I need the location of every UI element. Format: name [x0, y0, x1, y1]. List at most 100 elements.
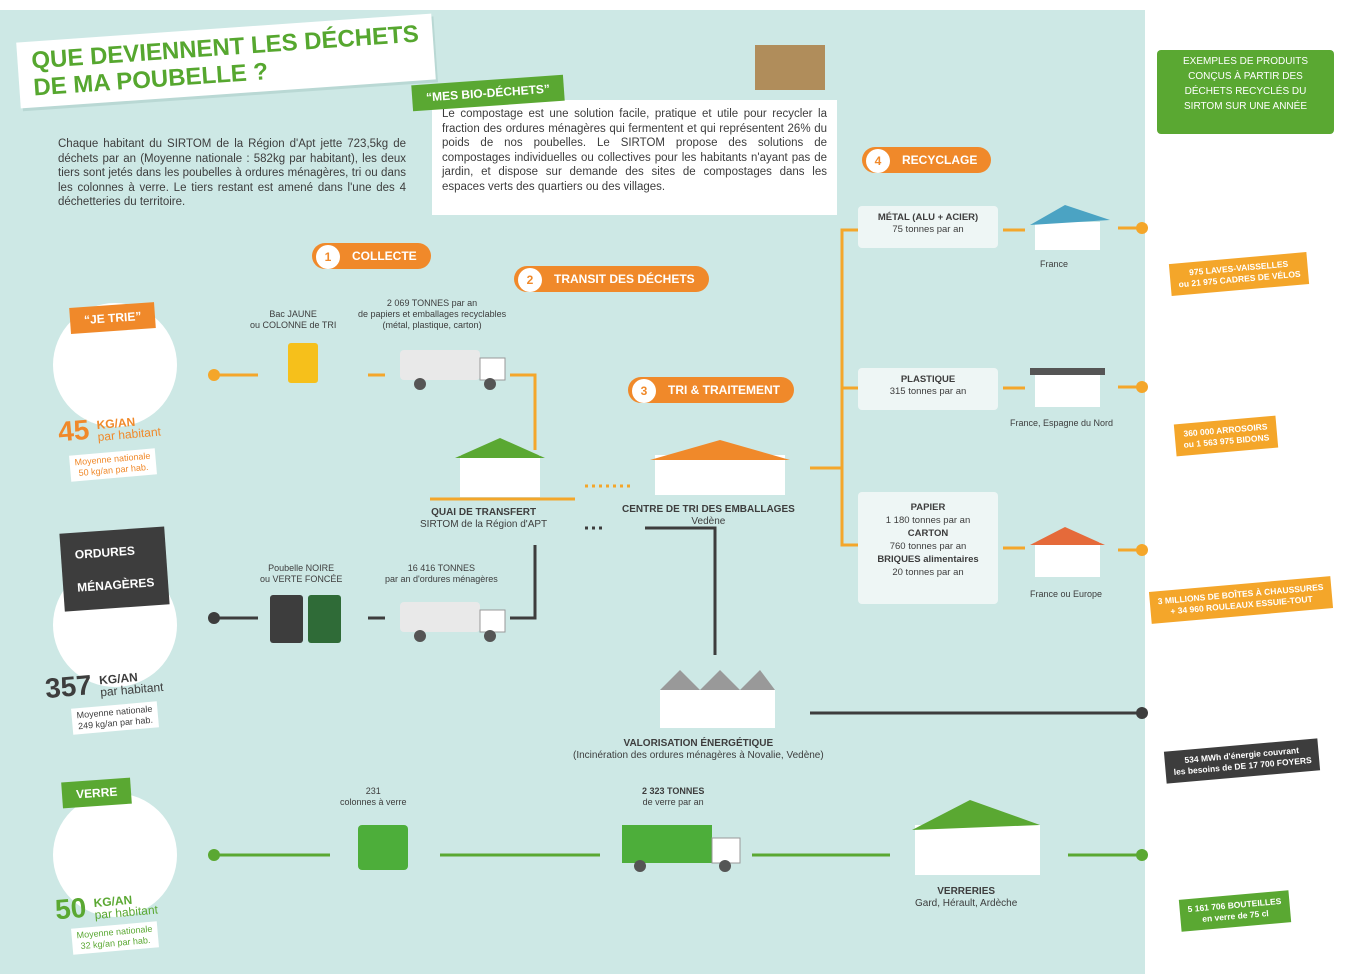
- destination: France ou Europe: [1030, 589, 1102, 600]
- line: 20 tonnes par an: [858, 568, 998, 578]
- line: 16 416 TONNES: [385, 563, 498, 574]
- line: SIRTOM de la Région d'APT: [420, 519, 547, 531]
- line: PAPIER: [858, 500, 998, 516]
- decor-shape: [460, 455, 540, 497]
- decor-shape: [1136, 849, 1148, 861]
- source-label: VERRE: [61, 778, 132, 809]
- step-label: TRI & TRAITEMENT: [668, 383, 780, 397]
- decor-shape: [484, 630, 496, 642]
- decor-shape: [510, 375, 535, 450]
- decor-shape: [660, 690, 775, 728]
- step-number: 1: [316, 245, 340, 269]
- decor-shape: [1035, 375, 1100, 407]
- decor-shape: [622, 825, 712, 863]
- line: BRIQUES alimentaires: [858, 552, 998, 568]
- line: 231: [340, 786, 407, 797]
- decor-shape: [1136, 544, 1148, 556]
- line: 75 tonnes par an: [858, 224, 998, 236]
- products-header: EXEMPLES DE PRODUITSCONÇUS À PARTIR DESD…: [1157, 50, 1334, 134]
- source-value: 357: [44, 669, 93, 704]
- decor-shape: [1030, 368, 1105, 375]
- step-label: TRANSIT DES DÉCHETS: [554, 272, 695, 286]
- decor-shape: [510, 545, 535, 618]
- site: VALORISATION ÉNERGÉTIQUE(Incinération de…: [573, 738, 824, 762]
- decor-shape: [645, 528, 715, 655]
- line: CONÇUS À PARTIR DES: [1169, 69, 1322, 84]
- page: Déchets html,body{margin:0;padding:0} bo…: [0, 0, 1354, 974]
- line: EXEMPLES DE PRODUITS: [1169, 54, 1322, 69]
- decor-shape: [1136, 707, 1148, 719]
- decor-shape: [1035, 222, 1100, 250]
- decor-shape: [915, 825, 1040, 875]
- decor-shape: [358, 825, 408, 870]
- line: 1 180 tonnes par an: [858, 516, 998, 526]
- bio-box: Le compostage est une solution facile, p…: [432, 100, 837, 215]
- line: de papiers et emballages recyclables: [358, 309, 506, 320]
- line: PLASTIQUE: [858, 374, 998, 386]
- decor-shape: [270, 595, 303, 643]
- line: CENTRE DE TRI DES EMBALLAGES: [622, 504, 795, 516]
- decor-shape: [308, 595, 341, 643]
- text-part: KG/ANpar habitant: [99, 669, 164, 698]
- line: VERRERIES: [915, 886, 1017, 898]
- decor-shape: [650, 440, 790, 460]
- decor-shape: [455, 438, 545, 458]
- decor-shape: [719, 860, 731, 872]
- decor-shape: [400, 602, 480, 632]
- page-body: {"header":{"title_lines":["QUE DEVIENNEN…: [0, 0, 1354, 974]
- decor-shape: [912, 800, 1040, 830]
- line: CARTON: [858, 526, 998, 542]
- decor-shape: [400, 350, 480, 380]
- decor-shape: [1136, 222, 1148, 234]
- label-line: MÉNAGÈRES: [76, 566, 155, 604]
- line: de verre par an: [642, 797, 704, 808]
- material-box: MÉTAL (ALU + ACIER)75 tonnes par an: [858, 206, 998, 248]
- line: VALORISATION ÉNERGÉTIQUE: [573, 738, 824, 750]
- decor-shape: [755, 45, 825, 90]
- decor-shape: [1208, 628, 1332, 752]
- line: 2 323 TONNES: [642, 786, 704, 797]
- decor-shape: [414, 630, 426, 642]
- line: 315 tonnes par an: [858, 386, 998, 398]
- decor-shape: [208, 612, 220, 624]
- decor-shape: [1136, 381, 1148, 393]
- line: 2 069 TONNES par an: [358, 298, 506, 309]
- line: (Incinération des ordures ménagères à No…: [573, 750, 824, 762]
- decor-shape: [208, 849, 220, 861]
- decor-shape: [1035, 542, 1100, 577]
- decor-shape: [484, 378, 496, 390]
- decor-shape: [208, 369, 220, 381]
- decor-shape: [480, 358, 505, 380]
- decor-shape: [414, 378, 426, 390]
- decor-shape: [1030, 527, 1105, 545]
- destination: France: [1040, 259, 1068, 270]
- line: Bac JAUNE: [250, 309, 336, 320]
- step-number: 3: [632, 379, 656, 403]
- bin-label: 231colonnes à verre: [340, 786, 407, 808]
- step: 3 TRI & TRAITEMENT: [628, 377, 794, 403]
- line: ou VERTE FONCÉE: [260, 574, 342, 585]
- destination: France, Espagne du Nord: [1010, 418, 1113, 429]
- decor-shape: [480, 610, 505, 632]
- step-label: RECYCLAGE: [902, 153, 977, 167]
- decor-shape: [634, 860, 646, 872]
- line: 760 tonnes par an: [858, 542, 998, 552]
- line: QUAI DE TRANSFERT: [420, 507, 547, 519]
- step-label: COLLECTE: [352, 249, 417, 263]
- source-value: 50: [54, 892, 88, 926]
- step: 1 COLLECTE: [312, 243, 431, 269]
- line: par an d'ordures ménagères: [385, 574, 498, 585]
- decor-shape: [712, 838, 740, 863]
- decor-shape: [655, 455, 785, 495]
- line: MÉTAL (ALU + ACIER): [858, 212, 998, 224]
